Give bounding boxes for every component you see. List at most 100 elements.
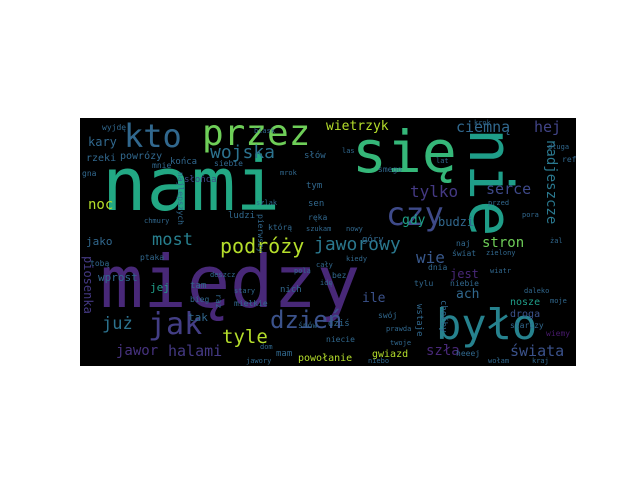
word: niebo [368,357,390,365]
word: szukam [306,225,332,233]
word: wiatr [490,267,512,275]
word: droga [510,309,541,320]
word: najlepszych [176,172,185,225]
word: blask [254,127,276,135]
word: pora [522,211,539,219]
word: kiedy [346,255,368,263]
word: daleko [524,287,550,295]
word: wietrzyk [326,119,389,134]
word: szła [426,343,460,359]
word: słów [304,151,326,161]
word: wiemy [546,329,571,338]
word: miełkie [234,299,268,308]
word: piosenka [81,256,95,314]
word: swój [378,311,398,320]
word: pola [294,267,311,275]
word: kraj [532,357,549,365]
word: stary [234,287,256,295]
word: ciemną [456,118,511,136]
word: nadjeszcze [543,140,559,225]
word: most [152,230,193,250]
word: tak [188,311,208,324]
word: ref [562,155,576,164]
word: naj [456,239,471,248]
word: cały [316,261,333,269]
word: tylko [410,182,459,201]
word: ptaka [140,253,165,262]
word: gwiazd [372,349,409,360]
word: góry [362,235,384,245]
word: wie [416,248,445,267]
word: niecie [326,335,355,344]
word: gdy [402,213,426,228]
word: rzeki [86,153,117,164]
word: powołanie [298,353,353,364]
word: sen [308,199,325,209]
word: nowy [346,225,363,233]
word: dzień [270,306,343,334]
word: heeej [456,349,481,358]
word: dziś [328,319,350,329]
word: kary [88,135,117,149]
word: przez [202,118,311,154]
word: jawor [116,343,159,359]
word: mrok [280,169,297,177]
word: żal [550,237,563,245]
word: raz [214,294,223,309]
word: wojska [210,142,276,163]
word: świat [452,249,477,258]
word: twoje [390,339,412,347]
word: tobą [90,259,110,268]
word: jak [148,307,203,342]
word: choćby [438,300,448,333]
word: jej [150,281,170,294]
word: tym [306,181,323,191]
word: jest [450,267,479,281]
word: ach [456,287,480,302]
word: wołam [488,357,510,365]
word: wyjdę [102,123,127,132]
word: las [342,147,355,155]
word: ręka [308,213,328,222]
word: między [100,240,361,324]
word: serce [486,180,532,198]
word: tylu [414,279,434,288]
word: budzi [438,215,475,229]
word: kto [124,118,182,155]
word: słońca [184,175,217,185]
word-cloud: nami między się nie było przez kto czy j… [80,118,576,366]
word: śnów [298,321,318,330]
word: wprost [98,271,138,284]
word: bez [332,271,347,280]
word: tyle [222,326,268,348]
word: powrózy [120,151,163,162]
word: czy [386,195,444,233]
word: nami [102,142,281,228]
word: bieg [190,295,210,304]
word: lat [436,157,449,165]
word: było [436,300,538,349]
word: długa [548,143,570,151]
word: mam [276,349,293,359]
word: ile [362,291,386,306]
word: krok [474,119,491,127]
word: tam [190,281,207,291]
word: moje [550,297,567,305]
word: halami [168,342,223,360]
word: podróży [220,234,305,258]
word: hej [534,118,562,136]
word: nie [455,128,525,237]
word: starczy [510,321,544,330]
word: stron [482,235,525,251]
word: którą [268,223,293,232]
word: zielony [486,249,516,257]
word: idę [320,279,333,287]
word: końca [170,157,198,167]
word: mnie [152,161,172,170]
word: ludzi [228,211,256,221]
word: jawory [246,357,272,365]
word: chmury [144,217,170,225]
word: przed [488,199,510,207]
word: nosze [510,297,541,308]
word: niebie [450,279,479,288]
